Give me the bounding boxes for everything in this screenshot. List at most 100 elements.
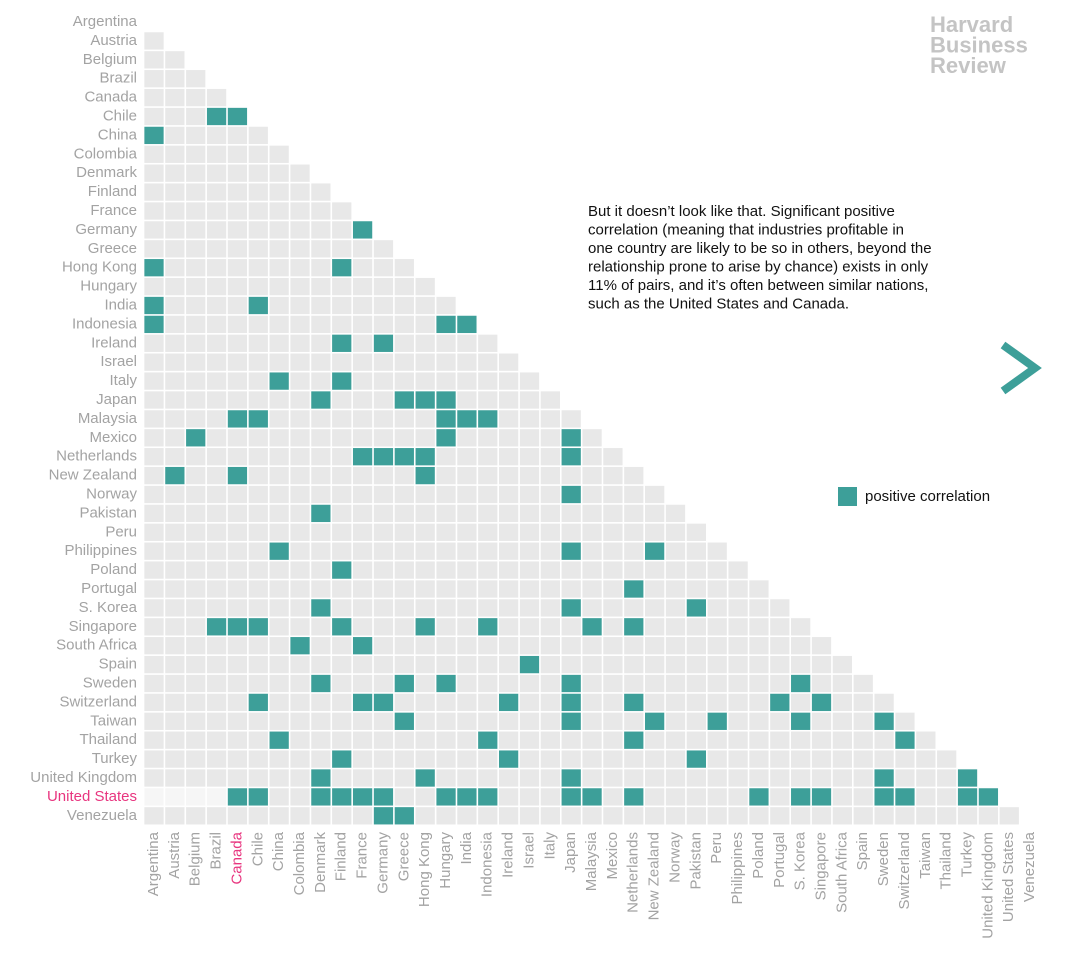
empty-cell [436, 504, 456, 523]
positive-cell [478, 618, 498, 636]
empty-cell [519, 674, 540, 693]
empty-cell [415, 580, 435, 598]
empty-cell [332, 731, 352, 749]
empty-cell [311, 353, 331, 371]
empty-cell [540, 542, 560, 560]
empty-cell [457, 655, 477, 674]
column-label: Denmark [312, 832, 329, 893]
empty-cell [165, 788, 185, 806]
empty-cell [269, 429, 289, 447]
positive-cell [436, 674, 456, 693]
positive-cell [394, 712, 414, 730]
empty-cell [728, 807, 748, 825]
empty-cell [311, 334, 331, 352]
positive-cell [895, 731, 915, 749]
empty-cell [186, 523, 206, 541]
empty-cell [165, 202, 185, 220]
empty-cell [352, 391, 373, 409]
empty-cell [248, 599, 268, 617]
positive-cell [624, 731, 644, 749]
empty-cell [624, 637, 644, 655]
empty-cell [144, 429, 164, 447]
empty-cell [394, 353, 414, 371]
empty-cell [540, 637, 560, 655]
empty-cell [770, 712, 790, 730]
empty-cell [165, 429, 185, 447]
positive-cell [436, 315, 456, 334]
positive-cell [332, 372, 352, 390]
column-label: Israel [520, 832, 537, 869]
empty-cell [498, 580, 519, 598]
empty-cell [832, 769, 853, 787]
empty-cell [582, 769, 602, 787]
empty-cell [290, 580, 310, 598]
empty-cell [394, 504, 414, 523]
positive-cell [373, 693, 394, 712]
positive-cell [144, 315, 164, 334]
empty-cell [791, 769, 811, 787]
column-label: S. Korea [792, 831, 809, 890]
positive-cell [332, 561, 352, 579]
empty-cell [665, 599, 686, 617]
empty-cell [165, 164, 185, 182]
empty-cell [645, 655, 665, 674]
empty-cell [415, 353, 435, 371]
empty-cell [165, 712, 185, 730]
empty-cell [186, 334, 206, 352]
empty-cell [352, 750, 373, 768]
empty-cell [519, 769, 540, 787]
empty-cell [352, 410, 373, 428]
empty-cell [373, 353, 394, 371]
positive-cell [561, 769, 581, 787]
empty-cell [645, 674, 665, 693]
empty-cell [269, 315, 289, 334]
empty-cell [248, 391, 268, 409]
positive-cell [791, 674, 811, 693]
empty-cell [770, 637, 790, 655]
empty-cell [332, 429, 352, 447]
empty-cell [603, 618, 623, 636]
empty-cell [498, 674, 519, 693]
positive-cell [582, 618, 602, 636]
positive-cell [478, 731, 498, 749]
empty-cell [290, 807, 310, 825]
empty-cell [707, 618, 727, 636]
empty-cell [165, 240, 185, 258]
empty-cell [436, 731, 456, 749]
empty-cell [603, 504, 623, 523]
empty-cell [457, 731, 477, 749]
empty-cell [665, 580, 686, 598]
empty-cell [561, 504, 581, 523]
empty-cell [686, 580, 706, 598]
empty-cell [227, 334, 248, 352]
empty-cell [665, 637, 686, 655]
empty-cell [269, 580, 289, 598]
empty-cell [645, 750, 665, 768]
empty-cell [186, 618, 206, 636]
empty-cell [603, 561, 623, 579]
empty-cell [373, 259, 394, 277]
empty-cell [436, 769, 456, 787]
empty-cell [665, 523, 686, 541]
empty-cell [373, 240, 394, 258]
empty-cell [206, 674, 227, 693]
empty-cell [665, 807, 686, 825]
next-arrow[interactable] [1000, 341, 1042, 395]
empty-cell [624, 523, 644, 541]
empty-cell [853, 674, 873, 693]
empty-cell [227, 372, 248, 390]
positive-cell [311, 599, 331, 617]
empty-cell [165, 618, 185, 636]
empty-cell [186, 221, 206, 239]
empty-cell [811, 731, 832, 749]
empty-cell [582, 542, 602, 560]
empty-cell [498, 769, 519, 787]
empty-cell [498, 788, 519, 806]
empty-cell [394, 655, 414, 674]
empty-cell [811, 769, 832, 787]
positive-cell [498, 693, 519, 712]
empty-cell [227, 145, 248, 163]
empty-cell [373, 372, 394, 390]
empty-cell [707, 599, 727, 617]
empty-cell [269, 448, 289, 466]
